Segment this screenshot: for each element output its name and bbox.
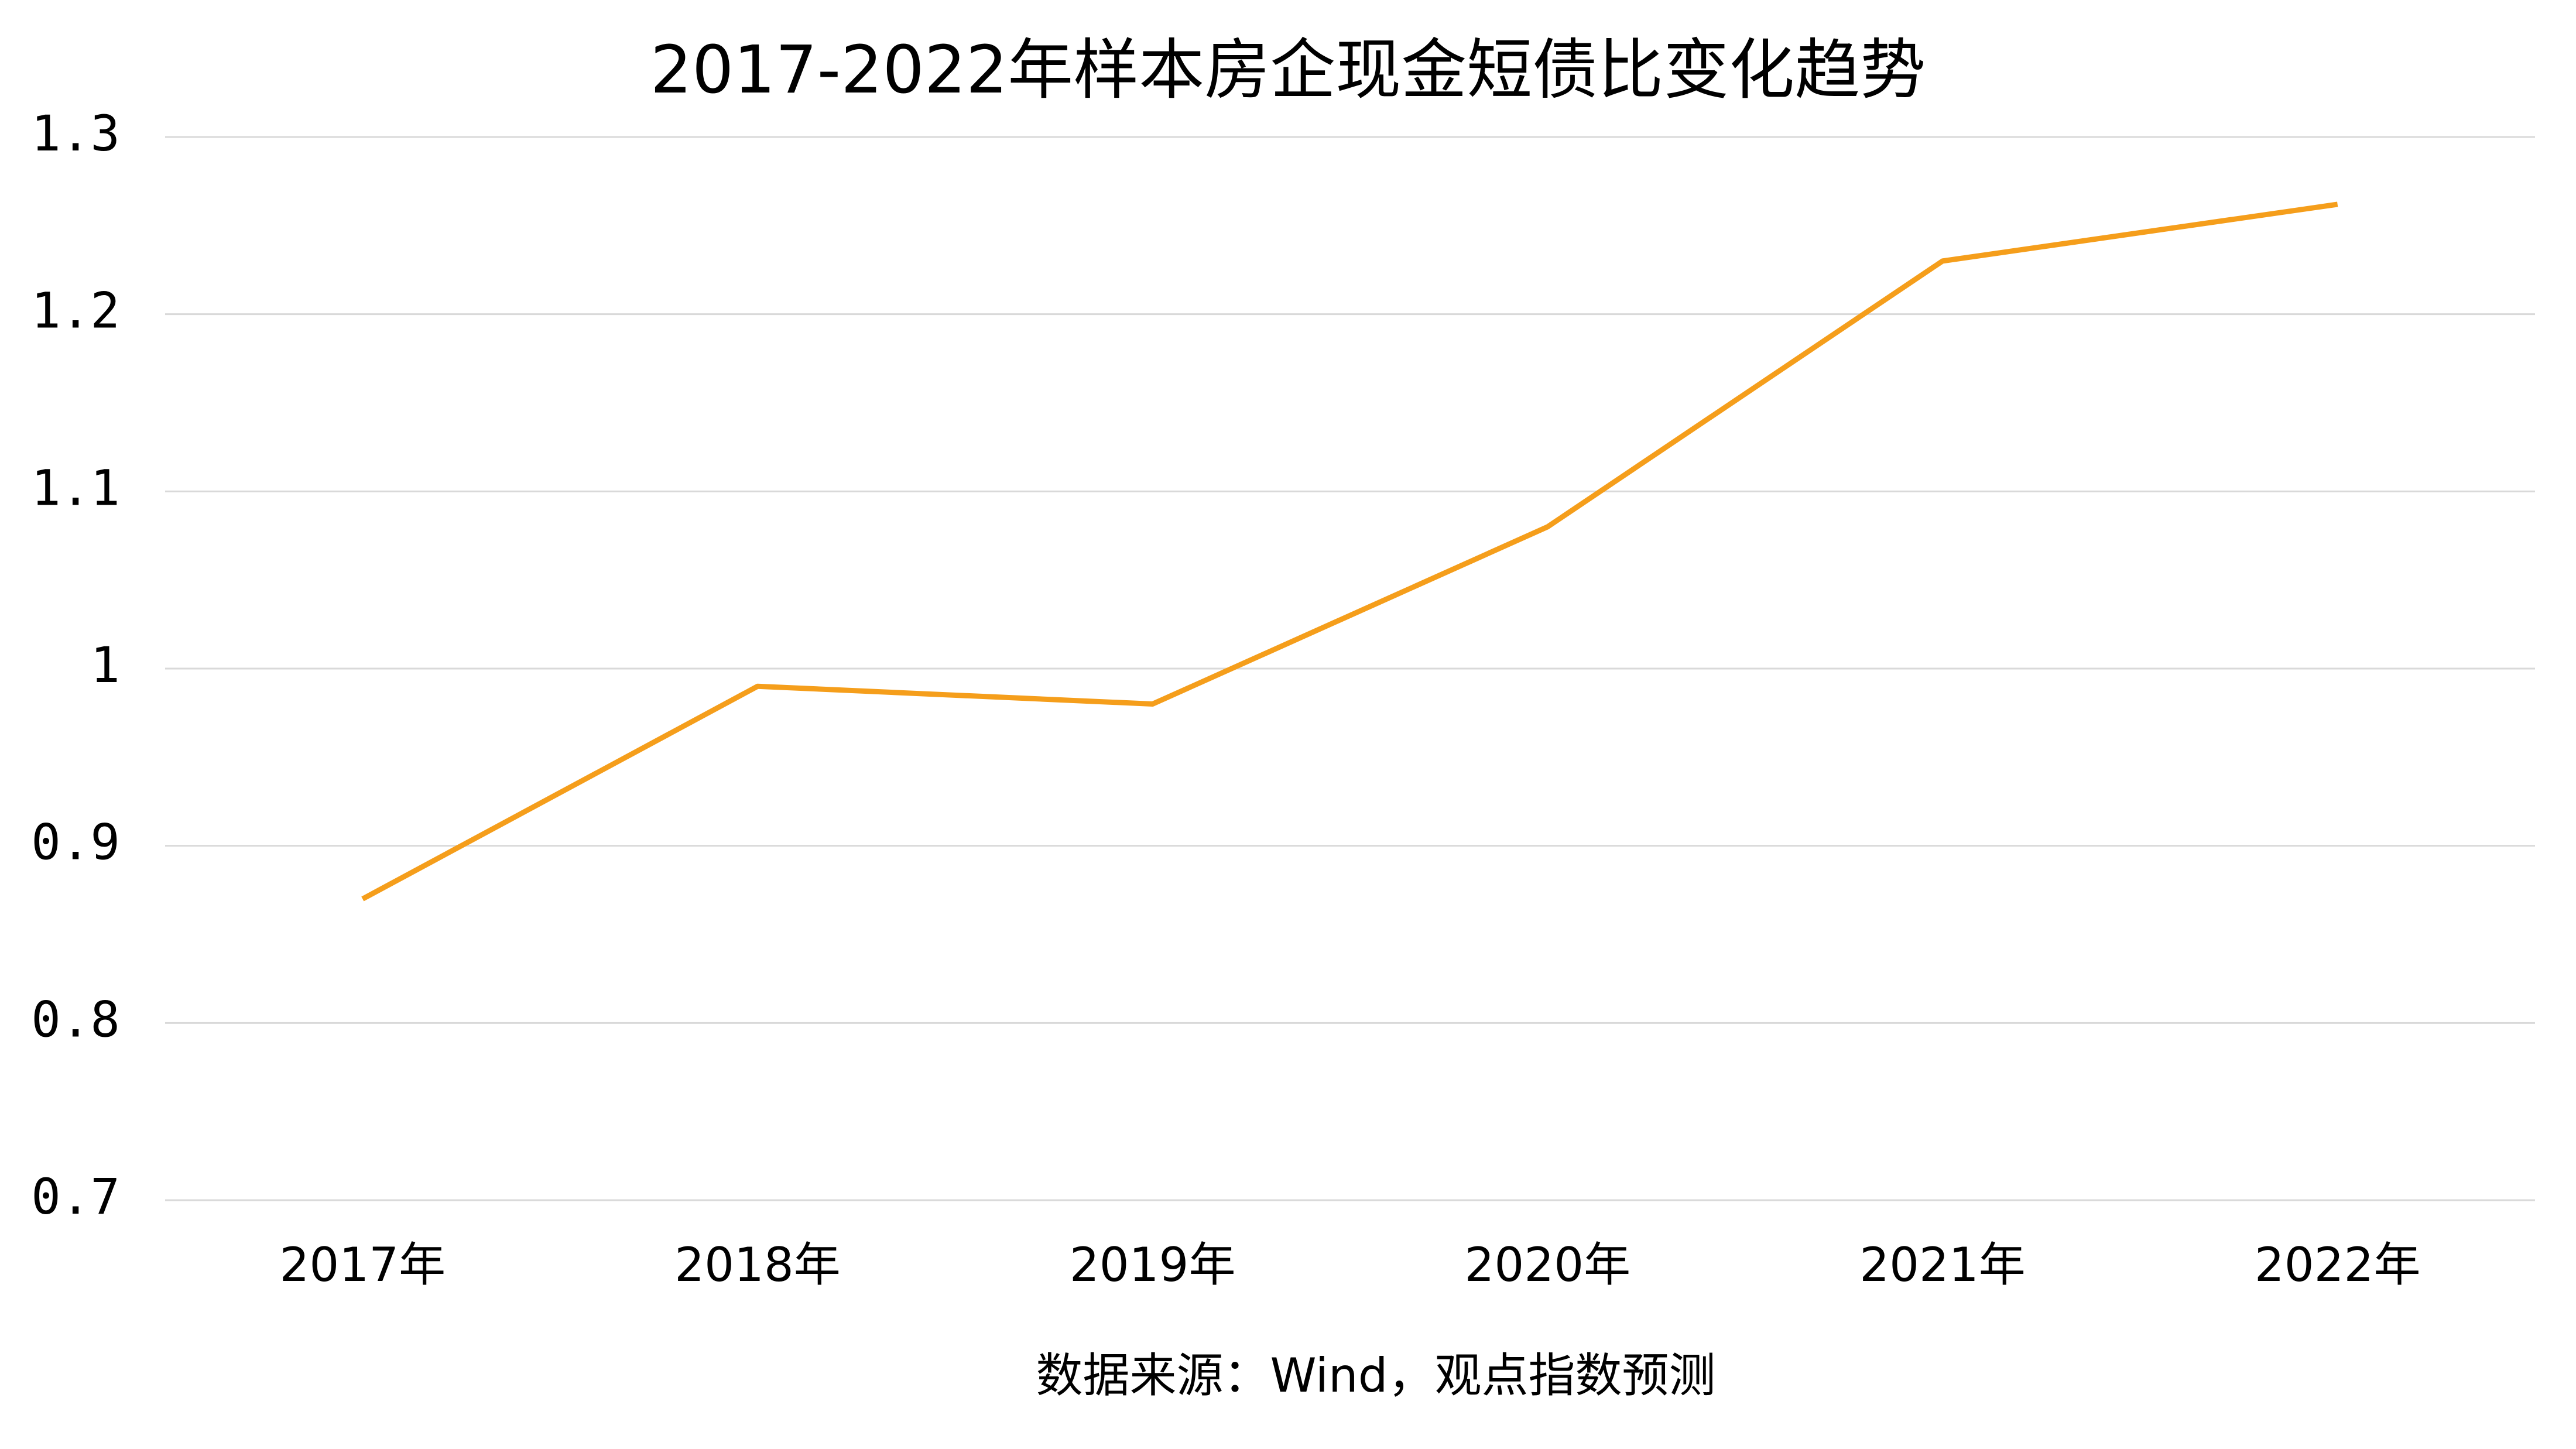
- y-tick-label: 1: [90, 636, 120, 694]
- y-tick-label: 0.9: [31, 814, 120, 871]
- y-tick-label: 1.3: [31, 105, 120, 162]
- chart-title: 2017-2022年样本房企现金短债比变化趋势: [650, 32, 1926, 108]
- y-tick-label: 0.8: [31, 991, 120, 1048]
- data-line: [361, 201, 2338, 902]
- y-tick-label: 1.2: [31, 282, 120, 340]
- x-tick-label: 2018年: [674, 1238, 841, 1292]
- x-tick-label: 2021年: [1859, 1238, 2026, 1292]
- y-tick-label: 1.1: [31, 459, 120, 516]
- source-note: 数据来源：Wind，观点指数预测: [1036, 1348, 1715, 1403]
- x-tick-label: 2022年: [2255, 1238, 2421, 1292]
- y-tick-label: 0.7: [31, 1168, 120, 1225]
- x-tick-label: 2020年: [1465, 1238, 1631, 1292]
- x-tick-label: 2017年: [280, 1238, 446, 1292]
- x-tick-label: 2019年: [1070, 1238, 1236, 1292]
